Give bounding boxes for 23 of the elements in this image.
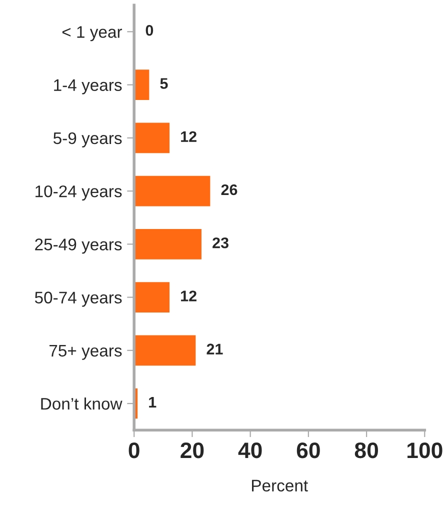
y-tick-label: Don’t know (41, 397, 122, 410)
data-label: 12 (181, 131, 196, 142)
x-tick-label: 40 (238, 442, 262, 458)
data-label: 5 (160, 78, 168, 89)
x-tick-label: 60 (296, 442, 320, 458)
data-label: 1 (149, 396, 156, 408)
y-tick-label: 25-49 years (35, 238, 122, 254)
data-label: 0 (146, 24, 154, 36)
x-tick-label: 80 (354, 442, 378, 458)
y-tick-label: 75+ years (49, 344, 122, 360)
data-label: 12 (181, 290, 196, 302)
y-tick-label: 50-74 years (34, 292, 122, 307)
data-label: 21 (206, 344, 223, 354)
y-tick-label: 10-24 years (36, 185, 122, 201)
data-label: 26 (221, 184, 238, 196)
y-tick-label: 5-9 years (53, 132, 122, 148)
x-tick-label: 100 (408, 442, 442, 458)
data-label: 23 (212, 237, 228, 248)
x-axis-title: Percent (252, 480, 308, 492)
x-tick-label: 20 (180, 442, 204, 458)
y-tick-label: < 1 year (62, 26, 122, 42)
x-tick-label: 0 (128, 442, 140, 458)
y-tick-label: 1-4 years (54, 79, 122, 94)
